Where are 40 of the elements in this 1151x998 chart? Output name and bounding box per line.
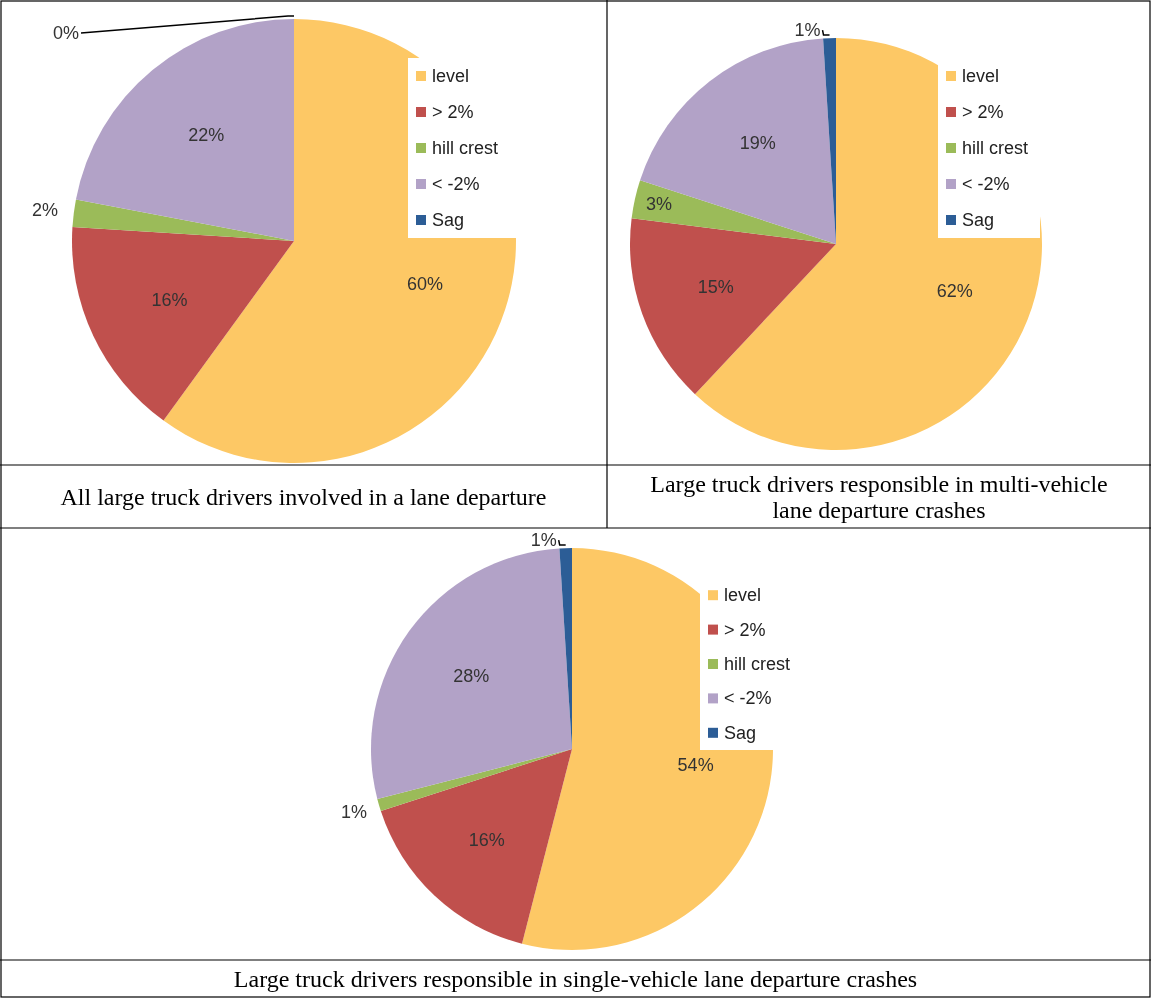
legend-label: Sag	[724, 722, 757, 743]
legend-label: hill crest	[962, 138, 1029, 158]
legend-label: > 2%	[724, 619, 766, 640]
data-label: 1%	[340, 802, 367, 823]
data-label: 3%	[646, 194, 673, 215]
data-label: 22%	[188, 124, 225, 145]
data-label: 16%	[151, 289, 188, 310]
data-label: 19%	[739, 133, 776, 154]
data-label: 1%	[530, 530, 557, 551]
pie-slice	[630, 218, 836, 395]
legend-label: level	[724, 585, 762, 606]
legend-label: hill crest	[432, 138, 499, 158]
data-label: 54%	[677, 754, 714, 775]
legend-label: Sag	[962, 210, 995, 230]
legend-label: > 2%	[962, 102, 1004, 122]
legend-label: < -2%	[962, 174, 1010, 194]
data-label: 16%	[468, 829, 505, 850]
legend-label: > 2%	[432, 102, 474, 122]
legend-label: < -2%	[724, 688, 772, 709]
legend-label: < -2%	[432, 174, 480, 194]
data-label: 28%	[453, 665, 490, 686]
text: Large truck drivers responsible in multi-vehicle lane departure crashes	[650, 470, 1108, 523]
data-label: 62%	[936, 281, 973, 302]
pie-slice	[631, 180, 836, 244]
pie-slice	[72, 199, 294, 241]
legend-label: level	[962, 66, 1000, 86]
legend-label: hill crest	[724, 654, 791, 674]
text: 0%	[52, 23, 79, 43]
text: All large truck drivers involved in a lane departure	[60, 483, 547, 510]
pie-slice	[380, 749, 572, 944]
data-label: 60%	[406, 273, 443, 294]
data-label: 2%	[32, 199, 59, 220]
legend-label: Sag	[432, 210, 465, 230]
pie-slice	[72, 227, 294, 421]
pie-slice	[371, 548, 572, 799]
data-label: 1%	[794, 20, 821, 41]
data-label: 15%	[697, 277, 734, 298]
text: Large truck drivers responsible in single-vehicle lane departure crashes	[233, 966, 918, 992]
pie-slice	[640, 38, 836, 244]
legend-label: level	[432, 66, 470, 86]
